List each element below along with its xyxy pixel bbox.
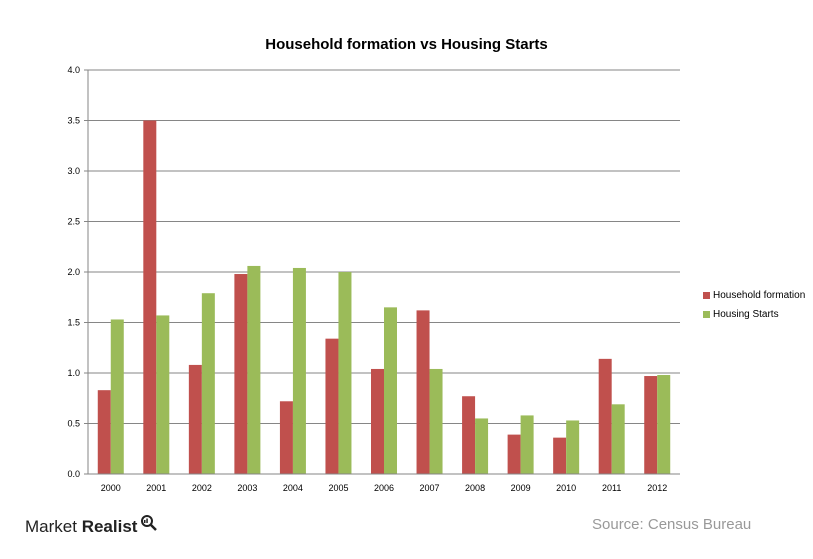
bar-household-formation — [553, 437, 567, 474]
bar-housing-starts — [429, 368, 443, 474]
bar-housing-starts — [110, 319, 124, 474]
y-tick-label: 0.0 — [67, 469, 80, 479]
bar-household-formation — [188, 364, 202, 474]
brand-name-part2: Realist — [81, 517, 138, 536]
y-tick-label: 2.5 — [67, 217, 80, 227]
x-tick-label: 2009 — [511, 483, 531, 493]
x-tick-label: 2010 — [556, 483, 576, 493]
bar-housing-starts — [657, 375, 671, 474]
y-tick-label: 1.0 — [67, 368, 80, 378]
bar-housing-starts — [292, 267, 306, 474]
bar-household-formation — [644, 376, 658, 474]
bar-housing-starts — [384, 307, 397, 474]
x-tick-label: 2003 — [237, 483, 257, 493]
bar-household-formation — [507, 434, 521, 474]
bar-housing-starts — [156, 315, 170, 474]
brand-logo: Market Realist — [25, 515, 158, 537]
bar-housing-starts — [520, 415, 534, 474]
bar-housing-starts — [566, 420, 580, 474]
bar-household-formation — [462, 396, 476, 474]
bar-household-formation — [234, 274, 248, 474]
x-tick-label: 2007 — [420, 483, 440, 493]
legend-item-household-formation: Household formation — [703, 290, 805, 301]
bar-housing-starts — [201, 293, 215, 474]
y-tick-label: 3.0 — [67, 166, 80, 176]
legend-swatch-housing — [703, 311, 710, 318]
bar-household-formation — [325, 338, 339, 474]
x-tick-label: 2006 — [374, 483, 394, 493]
bar-housing-starts — [338, 272, 352, 474]
legend-label-household: Household formation — [713, 290, 806, 301]
bar-housing-starts — [475, 418, 489, 474]
bar-household-formation — [598, 358, 612, 474]
y-tick-label: 1.5 — [67, 318, 80, 328]
legend-item-housing-starts: Housing Starts — [703, 309, 779, 320]
y-tick-label: 0.5 — [67, 419, 80, 429]
source-note: Source: Census Bureau — [592, 516, 752, 533]
x-tick-label: 2011 — [602, 483, 621, 493]
x-tick-label: 2002 — [192, 483, 212, 493]
y-tick-label: 2.0 — [67, 267, 80, 277]
x-tick-label: 2004 — [283, 483, 303, 493]
legend-swatch-household — [703, 292, 710, 299]
magnifier-icon — [141, 515, 158, 531]
x-tick-label: 2008 — [465, 483, 485, 493]
bar-household-formation — [416, 310, 430, 474]
bar-household-formation — [279, 401, 293, 474]
x-tick-label: 2001 — [146, 483, 166, 493]
bar-household-formation — [371, 368, 384, 474]
x-tick-label: 2000 — [101, 483, 121, 493]
chart-title: Household formation vs Housing Starts — [265, 36, 548, 53]
bar-housing-starts — [611, 404, 625, 474]
legend-label-housing: Housing Starts — [713, 309, 779, 320]
bar-household-formation — [97, 390, 111, 474]
brand-name-part1: Market — [25, 517, 77, 536]
bar-household-formation — [143, 120, 157, 474]
bar-housing-starts — [247, 265, 261, 474]
x-tick-label: 2005 — [328, 483, 348, 493]
x-tick-label: 2012 — [647, 483, 667, 493]
y-tick-label: 4.0 — [67, 65, 80, 75]
y-tick-label: 3.5 — [67, 116, 80, 126]
